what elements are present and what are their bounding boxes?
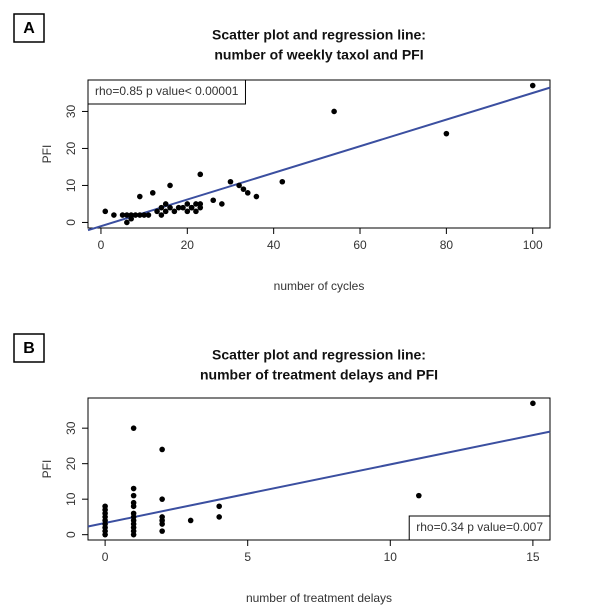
point bbox=[141, 212, 147, 218]
point bbox=[159, 446, 165, 453]
x-tick-label: 60 bbox=[353, 238, 367, 252]
x-tick-label: 0 bbox=[102, 550, 109, 564]
point bbox=[227, 178, 234, 185]
x-tick-label: 10 bbox=[384, 550, 398, 564]
point bbox=[529, 82, 536, 89]
point bbox=[210, 197, 217, 204]
point bbox=[130, 492, 137, 499]
x-tick-label: 80 bbox=[440, 238, 454, 252]
point bbox=[149, 190, 156, 196]
point bbox=[167, 204, 173, 211]
point bbox=[130, 499, 137, 506]
point bbox=[124, 219, 130, 226]
y-tick-label: 20 bbox=[64, 457, 78, 471]
panel-label-box bbox=[13, 333, 45, 363]
point bbox=[253, 193, 260, 200]
x-axis-label: number of cycles bbox=[274, 279, 365, 293]
point bbox=[187, 517, 194, 524]
y-tick-label: 0 bbox=[64, 531, 78, 538]
point bbox=[102, 503, 108, 510]
point bbox=[416, 492, 422, 499]
legend-box bbox=[87, 79, 246, 105]
y-tick-label: 30 bbox=[64, 104, 78, 118]
y-tick-label: 20 bbox=[64, 141, 78, 155]
point bbox=[130, 425, 137, 431]
point bbox=[145, 212, 152, 218]
point bbox=[279, 178, 286, 185]
y-tick-label: 10 bbox=[64, 178, 78, 192]
point bbox=[197, 204, 204, 211]
point bbox=[137, 193, 143, 200]
point bbox=[236, 182, 242, 189]
point bbox=[137, 212, 143, 218]
point bbox=[244, 190, 251, 196]
y-axis-label: PFI bbox=[40, 460, 54, 479]
point bbox=[219, 201, 225, 207]
chart-title: Scatter plot and regression line: bbox=[212, 27, 426, 43]
point bbox=[197, 171, 204, 178]
point bbox=[132, 212, 139, 218]
x-tick-label: 15 bbox=[526, 550, 540, 564]
point bbox=[193, 201, 199, 207]
y-axis-label: PFI bbox=[40, 145, 54, 164]
point bbox=[159, 528, 165, 534]
point bbox=[184, 201, 191, 207]
point bbox=[216, 503, 222, 510]
point bbox=[119, 212, 126, 218]
legend: rho=0.34 p value=0.007 bbox=[408, 515, 551, 541]
point bbox=[240, 186, 247, 192]
x-tick-label: 0 bbox=[98, 238, 105, 252]
point bbox=[124, 212, 130, 218]
point bbox=[102, 208, 109, 215]
point bbox=[180, 204, 186, 211]
panel-label-box bbox=[13, 13, 45, 43]
point bbox=[331, 108, 337, 115]
chart-title: Scatter plot and regression line: bbox=[212, 347, 426, 363]
point bbox=[130, 510, 137, 517]
y-tick-label: 0 bbox=[64, 219, 78, 226]
y-tick-label: 10 bbox=[64, 492, 78, 506]
point bbox=[167, 182, 173, 189]
point bbox=[171, 208, 178, 215]
x-tick-label: 100 bbox=[523, 238, 543, 252]
legend-box bbox=[408, 515, 551, 541]
point bbox=[154, 208, 160, 215]
point bbox=[193, 208, 199, 215]
annotation: rho=0.85 p value< 0.00001 bbox=[95, 84, 239, 98]
chart-title: number of weekly taxol and PFI bbox=[214, 47, 423, 63]
x-tick-label: 40 bbox=[267, 238, 281, 252]
point bbox=[111, 212, 117, 218]
point bbox=[175, 204, 182, 211]
point bbox=[158, 212, 165, 218]
panel-label: B bbox=[23, 340, 35, 357]
annotation: rho=0.34 p value=0.007 bbox=[416, 520, 543, 534]
chart-title: number of treatment delays and PFI bbox=[200, 367, 438, 383]
point bbox=[158, 204, 165, 211]
point bbox=[130, 485, 137, 492]
point bbox=[530, 400, 536, 407]
point bbox=[216, 514, 222, 520]
x-tick-label: 20 bbox=[181, 238, 195, 252]
point bbox=[159, 496, 165, 502]
y-tick-label: 30 bbox=[64, 421, 78, 435]
point bbox=[188, 204, 195, 211]
panel-label: A bbox=[23, 20, 35, 37]
regression-line bbox=[87, 430, 551, 528]
legend: rho=0.85 p value< 0.00001 bbox=[87, 79, 246, 105]
point bbox=[159, 514, 165, 520]
point bbox=[162, 201, 169, 207]
x-tick-label: 5 bbox=[244, 550, 251, 564]
point bbox=[128, 215, 134, 222]
point bbox=[443, 130, 450, 137]
point bbox=[162, 208, 169, 215]
point bbox=[184, 208, 191, 215]
x-axis-label: number of treatment delays bbox=[246, 591, 392, 605]
